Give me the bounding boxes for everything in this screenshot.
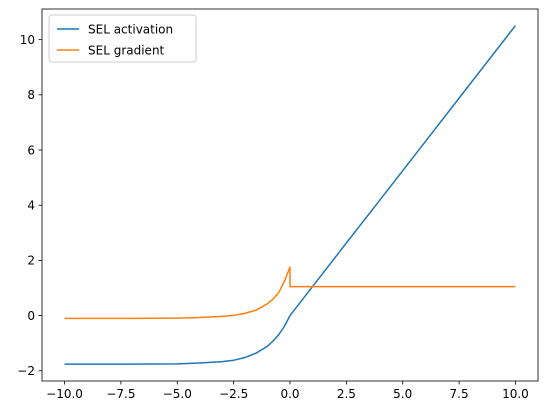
x-tick-label: 0.0 [280,387,299,401]
y-tick-label: 2 [27,254,35,268]
legend-label-sel-gradient: SEL gradient [88,43,165,57]
series-line-sel-activation [64,25,517,365]
x-tick-label: −10.0 [46,387,83,401]
legend: SEL activation SEL gradient [48,14,197,63]
plot-area [41,8,539,382]
y-tick-label: 10 [20,33,35,47]
y-tick-label: 0 [27,309,35,323]
legend-box [48,14,197,63]
y-tick-label: 4 [27,199,35,213]
series-line-sel-gradient [64,266,516,320]
x-tick-label: −5.0 [163,387,192,401]
axes-background [42,9,538,381]
series-layer [64,25,517,365]
x-tick-label: −7.5 [106,387,135,401]
legend-label-sel-activation: SEL activation [88,22,173,36]
y-axis: −2 0 2 4 6 8 10 [17,33,42,378]
x-tick-label: −2.5 [219,387,248,401]
x-tick-label: 7.5 [450,387,469,401]
x-tick-label: 5.0 [393,387,412,401]
x-tick-label: 2.5 [337,387,356,401]
y-tick-label: 6 [27,143,35,157]
y-tick-label: 8 [27,88,35,102]
x-tick-label: 10.0 [502,387,529,401]
y-tick-label: −2 [17,364,35,378]
x-axis: −10.0 −7.5 −5.0 −2.5 0.0 2.5 5.0 7.5 10.0 [46,381,529,401]
